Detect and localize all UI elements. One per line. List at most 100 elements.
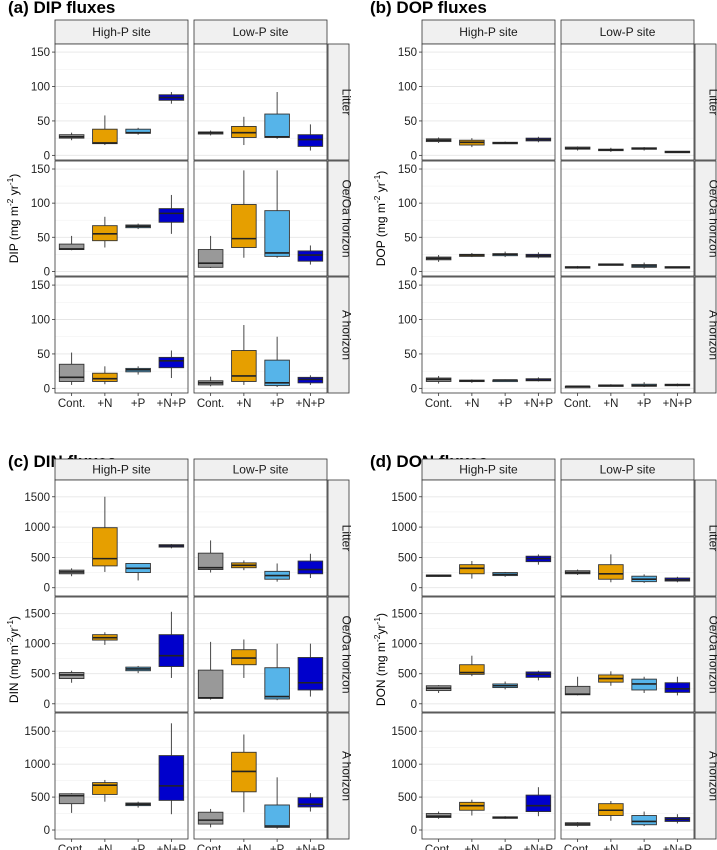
boxplot-NP-2-1 xyxy=(297,375,324,385)
box-iqr xyxy=(264,667,290,700)
box-iqr xyxy=(264,210,290,257)
boxplot-N-0-1 xyxy=(598,147,624,152)
y-tick-label: 0 xyxy=(411,266,417,278)
boxplot-NP-1-1 xyxy=(297,245,324,265)
y-tick-label: 0 xyxy=(411,825,417,837)
boxplot-NP-2-0 xyxy=(158,350,185,379)
y-tick-label: 50 xyxy=(404,349,417,361)
boxplot-Cont-0-0 xyxy=(425,137,452,143)
y-tick-label: 0 xyxy=(411,583,417,595)
row-strip-label: Oe/Oa horizon xyxy=(707,179,717,257)
column-strip-label: Low-P site xyxy=(600,463,656,477)
boxplot-N-2-0 xyxy=(459,379,485,383)
y-tick-label: 1500 xyxy=(24,492,50,504)
boxplot-N-1-1 xyxy=(231,639,257,678)
y-tick-label: 0 xyxy=(411,699,417,711)
x-tick-label: +N+P xyxy=(157,844,187,850)
boxplot-NP-0-1 xyxy=(664,150,691,154)
box-iqr xyxy=(158,208,185,223)
row-strip xyxy=(694,479,717,597)
x-tick-label: +P xyxy=(270,398,285,410)
column-strip xyxy=(54,19,189,45)
row-strip-label: A horizon xyxy=(340,751,354,801)
panel-border xyxy=(560,43,695,161)
boxplot-NP-2-1 xyxy=(664,383,691,387)
x-tick-label: +N+P xyxy=(296,844,326,850)
boxplot-NP-1-0 xyxy=(525,252,552,259)
boxplot-NP-2-0 xyxy=(158,723,185,815)
y-tick-label: 50 xyxy=(37,232,50,244)
x-tick-label: +N+P xyxy=(663,398,693,410)
panel-background xyxy=(561,480,694,596)
boxplot-P-0-1 xyxy=(631,574,657,583)
boxplot-N-0-1 xyxy=(231,560,257,571)
panel-b-title: (b) DOP fluxes xyxy=(370,0,487,17)
boxplot-P-1-0 xyxy=(125,223,151,230)
panel-border xyxy=(421,276,556,394)
row-strip xyxy=(694,43,717,161)
boxplot-Cont-0-0 xyxy=(58,568,85,577)
boxplot-N-1-1 xyxy=(231,170,257,258)
box-iqr xyxy=(231,350,257,382)
x-tick-label: Cont. xyxy=(564,844,592,850)
box-iqr xyxy=(297,134,324,147)
box-iqr xyxy=(525,794,552,813)
facet-panel xyxy=(560,276,695,394)
boxplot-Cont-2-0 xyxy=(425,811,452,819)
panel-border xyxy=(54,712,189,840)
row-strip-label: Litter xyxy=(340,525,354,552)
x-tick-label: +N xyxy=(97,844,112,850)
x-tick-label: +P xyxy=(637,844,652,850)
boxplot-P-0-0 xyxy=(492,571,518,577)
panel-background xyxy=(422,597,555,712)
facet-panel xyxy=(54,276,189,394)
row-strip-label: Litter xyxy=(707,525,717,552)
y-tick-label: 150 xyxy=(31,164,50,176)
x-tick-label: +N xyxy=(236,398,251,410)
row-strip xyxy=(694,596,717,713)
box-iqr xyxy=(598,564,624,580)
boxplot-P-1-1 xyxy=(264,170,290,258)
y-tick-label: 50 xyxy=(37,349,50,361)
boxplot-N-2-1 xyxy=(231,325,257,385)
box-iqr xyxy=(158,634,185,667)
facet-panel xyxy=(193,43,328,161)
box-iqr xyxy=(231,649,257,666)
box-iqr xyxy=(459,564,485,575)
column-strip xyxy=(560,19,695,45)
panel-a-dip-fluxes: (a) DIP fluxes High-P site Low-P site Litt… xyxy=(5,0,354,410)
boxplot-NP-0-0 xyxy=(525,136,552,143)
boxplot-N-1-0 xyxy=(92,632,118,645)
boxplot-N-1-1 xyxy=(598,671,624,686)
boxplot-P-2-1 xyxy=(264,777,290,829)
panel-border xyxy=(560,160,695,277)
panel-border xyxy=(54,479,189,597)
x-tick-label: +N xyxy=(464,844,479,850)
row-strip-label: A horizon xyxy=(707,310,717,360)
boxplot-N-2-0 xyxy=(459,799,485,816)
facet-panel xyxy=(421,712,556,840)
column-strip xyxy=(193,19,328,45)
box-iqr xyxy=(264,804,290,828)
x-tick-label: Cont. xyxy=(197,844,225,850)
boxplot-NP-2-1 xyxy=(297,793,324,812)
panel-border xyxy=(193,712,328,840)
row-strip xyxy=(694,276,717,394)
y-tick-label: 100 xyxy=(31,198,50,210)
facet-panel xyxy=(560,596,695,713)
boxplot-Cont-1-0 xyxy=(58,670,85,683)
x-tick-label: +N+P xyxy=(296,398,326,410)
boxplot-P-0-0 xyxy=(125,127,151,135)
panel-border xyxy=(421,160,556,277)
panel-background xyxy=(194,480,327,596)
panel-background xyxy=(194,277,327,393)
facet-panel xyxy=(421,276,556,394)
box-iqr xyxy=(664,682,691,693)
row-strip-label: Oe/Oa horizon xyxy=(707,615,717,693)
boxplot-P-2-1 xyxy=(631,382,657,387)
y-tick-label: 1500 xyxy=(24,609,50,621)
facet-panel xyxy=(421,479,556,597)
panel-background xyxy=(422,480,555,596)
boxplot-Cont-1-1 xyxy=(564,676,591,696)
